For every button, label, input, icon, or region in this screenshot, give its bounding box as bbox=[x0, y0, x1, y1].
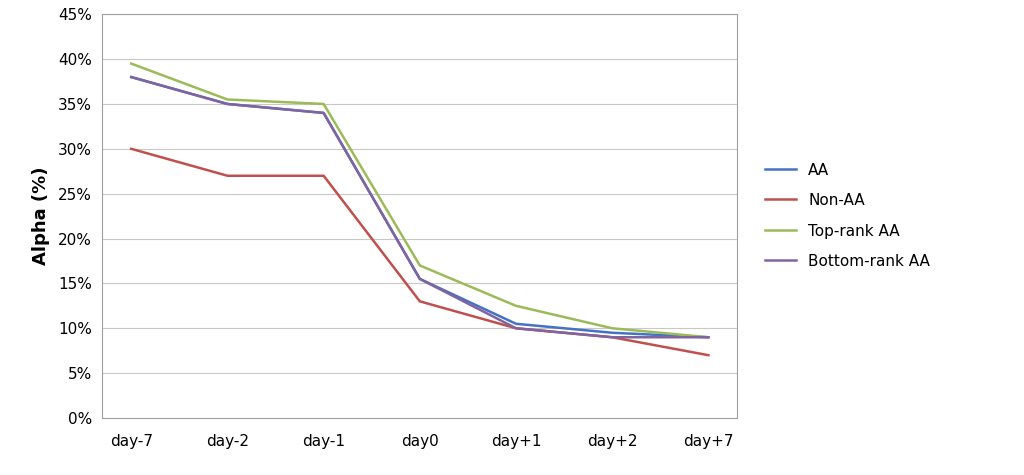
AA bbox=[317, 110, 330, 116]
Non-AA bbox=[606, 334, 618, 340]
AA bbox=[606, 330, 618, 336]
Top-rank AA bbox=[317, 101, 330, 107]
Y-axis label: Alpha (%): Alpha (%) bbox=[32, 167, 49, 266]
AA bbox=[702, 334, 715, 340]
Bottom-rank AA bbox=[414, 276, 426, 282]
Non-AA bbox=[702, 352, 715, 358]
Non-AA bbox=[510, 325, 522, 331]
AA bbox=[125, 74, 137, 80]
Legend: AA, Non-AA, Top-rank AA, Bottom-rank AA: AA, Non-AA, Top-rank AA, Bottom-rank AA bbox=[758, 155, 938, 277]
Line: Non-AA: Non-AA bbox=[131, 149, 709, 355]
Top-rank AA bbox=[702, 334, 715, 340]
Bottom-rank AA bbox=[606, 334, 618, 340]
Line: Top-rank AA: Top-rank AA bbox=[131, 64, 709, 337]
Top-rank AA bbox=[125, 61, 137, 67]
AA bbox=[510, 321, 522, 327]
Non-AA bbox=[221, 173, 233, 179]
Bottom-rank AA bbox=[221, 101, 233, 107]
Top-rank AA bbox=[606, 325, 618, 331]
Line: AA: AA bbox=[131, 77, 709, 337]
Bottom-rank AA bbox=[317, 110, 330, 116]
AA bbox=[221, 101, 233, 107]
Bottom-rank AA bbox=[702, 334, 715, 340]
Line: Bottom-rank AA: Bottom-rank AA bbox=[131, 77, 709, 337]
Bottom-rank AA bbox=[510, 325, 522, 331]
Top-rank AA bbox=[510, 303, 522, 309]
Non-AA bbox=[317, 173, 330, 179]
Bottom-rank AA bbox=[125, 74, 137, 80]
Non-AA bbox=[125, 146, 137, 152]
Non-AA bbox=[414, 298, 426, 304]
Top-rank AA bbox=[414, 263, 426, 268]
Top-rank AA bbox=[221, 96, 233, 102]
AA bbox=[414, 276, 426, 282]
